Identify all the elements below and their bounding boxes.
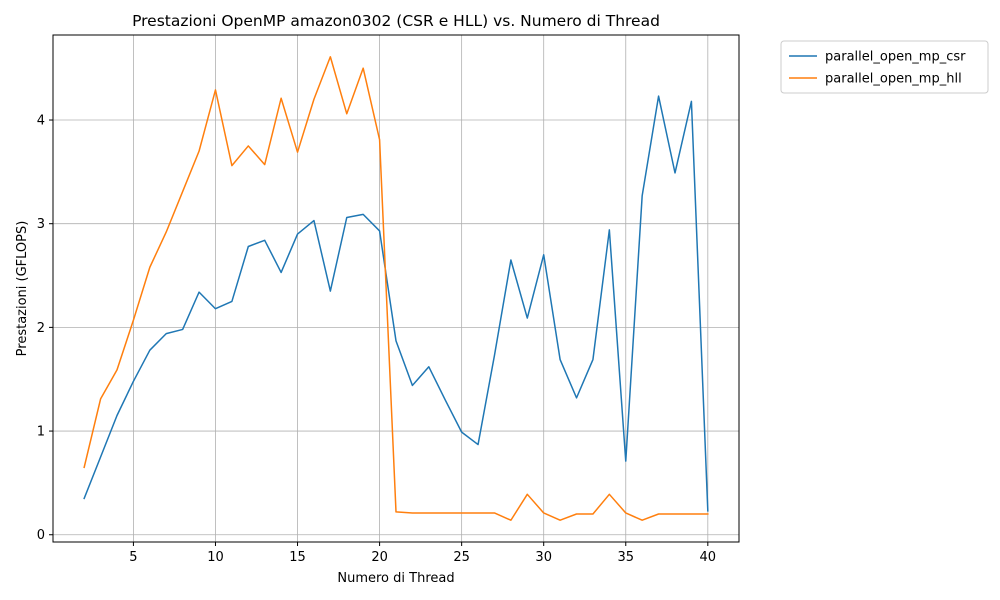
y-tick-label: 3 bbox=[37, 217, 45, 232]
x-tick-label: 35 bbox=[617, 550, 634, 565]
legend: parallel_open_mp_csr parallel_open_mp_hll bbox=[780, 40, 989, 94]
legend-item: parallel_open_mp_csr bbox=[789, 50, 966, 65]
plot-frame bbox=[52, 34, 740, 543]
legend-label: parallel_open_mp_hll bbox=[825, 72, 962, 87]
legend-label: parallel_open_mp_csr bbox=[825, 50, 966, 65]
x-tick-label: 25 bbox=[453, 550, 470, 565]
legend-item: parallel_open_mp_hll bbox=[789, 72, 962, 87]
y-tick-label: 4 bbox=[37, 114, 45, 129]
y-tick-label: 1 bbox=[37, 425, 45, 440]
chart-title: Prestazioni OpenMP amazon0302 (CSR e HLL… bbox=[132, 12, 660, 30]
x-tick-label: 30 bbox=[535, 550, 552, 565]
series-lines bbox=[83, 56, 709, 521]
y-tick-label: 2 bbox=[37, 321, 45, 336]
legend-box bbox=[780, 40, 989, 94]
x-axis-label: Numero di Thread bbox=[337, 571, 454, 586]
x-tick-label: 15 bbox=[289, 550, 306, 565]
x-tick-label: 40 bbox=[700, 550, 717, 565]
x-tick-label: 20 bbox=[371, 550, 388, 565]
grid bbox=[53, 35, 739, 542]
y-tick-label: 0 bbox=[37, 528, 45, 543]
axis-ticks: 5 10 15 20 25 30 35 40 0 1 2 3 4 bbox=[37, 114, 716, 565]
x-tick-label: 10 bbox=[207, 550, 224, 565]
series-line-parallel-open-mp-csr bbox=[83, 95, 709, 512]
y-axis-label: Prestazioni (GFLOPS) bbox=[15, 221, 30, 357]
x-tick-label: 5 bbox=[129, 550, 137, 565]
series-line-parallel-open-mp-hll bbox=[83, 56, 709, 521]
